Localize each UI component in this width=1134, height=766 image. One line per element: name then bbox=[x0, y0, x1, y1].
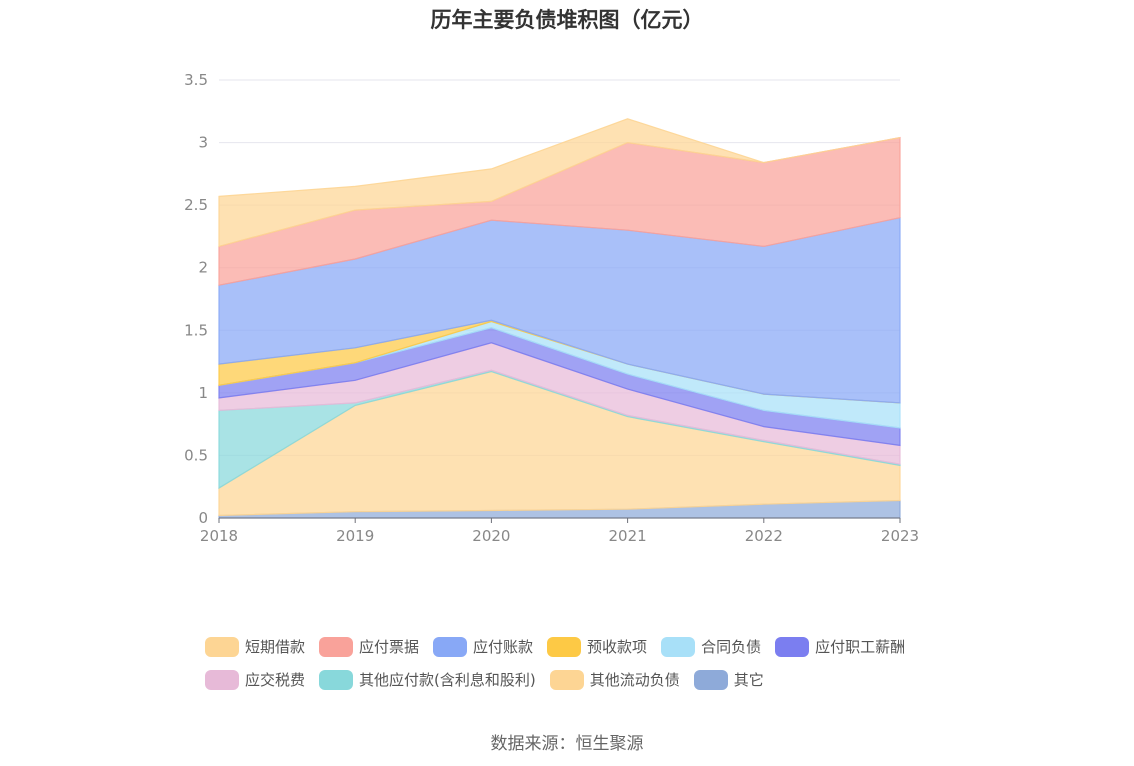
legend-item[interactable]: 应付账款 bbox=[433, 636, 533, 657]
legend-swatch bbox=[775, 636, 810, 657]
legend-label: 其它 bbox=[733, 671, 764, 689]
legend-item[interactable]: 其它 bbox=[693, 669, 764, 690]
legend-swatch bbox=[547, 636, 582, 657]
y-tick-label: 3.5 bbox=[184, 71, 208, 89]
legend-label: 预收款项 bbox=[587, 638, 648, 656]
area-series-group bbox=[218, 118, 901, 519]
stacked-area-chart: 0 0.5 1 1.5 2 2.5 3 3.5 2018 2019 2020 2021 2022 2023 bbox=[184, 71, 919, 545]
y-tick-label: 3 bbox=[198, 134, 208, 152]
chart-title: 历年主要负债堆积图（亿元） bbox=[430, 8, 704, 32]
legend-item[interactable]: 应付职工薪酬 bbox=[775, 636, 905, 657]
legend-swatch bbox=[661, 636, 696, 657]
x-tick-label: 2020 bbox=[472, 527, 510, 545]
legend-label: 应付职工薪酬 bbox=[815, 638, 906, 656]
legend-swatch bbox=[205, 636, 239, 657]
y-tick-label: 1 bbox=[198, 384, 208, 402]
legend-swatch bbox=[319, 636, 354, 657]
legend-swatch bbox=[433, 636, 468, 657]
y-tick-label: 2 bbox=[198, 259, 208, 277]
legend-item[interactable]: 短期借款 bbox=[205, 636, 305, 657]
chart-legend: 短期借款 应付票据 应付账款 预收款项 合同负债 应付职工薪酬应交税费 其他应付款(含利息和… bbox=[205, 630, 965, 696]
x-tick-label: 2022 bbox=[745, 527, 783, 545]
legend-item[interactable]: 合同负债 bbox=[661, 636, 761, 657]
legend-label: 应交税费 bbox=[245, 671, 306, 689]
legend-swatch bbox=[319, 669, 354, 690]
legend-swatch bbox=[205, 669, 239, 690]
x-tick-label: 2021 bbox=[609, 527, 647, 545]
y-tick-label: 0 bbox=[198, 509, 208, 527]
y-tick-label: 2.5 bbox=[184, 196, 208, 214]
x-tick-label: 2019 bbox=[336, 527, 374, 545]
legend-item[interactable]: 其他应付款(含利息和股利) bbox=[319, 669, 536, 690]
legend-label: 应付票据 bbox=[359, 638, 420, 656]
area-series-9[interactable] bbox=[218, 118, 901, 248]
legend-swatch bbox=[693, 669, 728, 690]
data-source-note: 数据来源：恒生聚源 bbox=[490, 734, 644, 754]
legend-item[interactable]: 其他流动负债 bbox=[549, 669, 680, 690]
legend-row: 应交税费 其他应付款(含利息和股利) 其他流动负债 其它 bbox=[205, 663, 965, 696]
legend-row: 短期借款 应付票据 应付账款 预收款项 合同负债 应付职工薪酬 bbox=[205, 630, 965, 663]
legend-label: 其他流动负债 bbox=[589, 671, 680, 689]
legend-item[interactable]: 应交税费 bbox=[205, 669, 305, 690]
legend-label: 短期借款 bbox=[245, 638, 306, 656]
axes: 0 0.5 1 1.5 2 2.5 3 3.5 2018 2019 2020 2021 2022 2023 bbox=[184, 71, 919, 545]
legend-label: 应付账款 bbox=[473, 638, 534, 656]
legend-item[interactable]: 应付票据 bbox=[319, 636, 419, 657]
x-tick-label: 2018 bbox=[200, 527, 238, 545]
x-tick-label: 2023 bbox=[881, 527, 919, 545]
legend-label: 其他应付款(含利息和股利) bbox=[359, 671, 536, 689]
legend-label: 合同负债 bbox=[701, 638, 762, 656]
y-tick-label: 0.5 bbox=[184, 446, 208, 464]
legend-item[interactable]: 预收款项 bbox=[547, 636, 647, 657]
legend-swatch bbox=[549, 669, 584, 690]
y-tick-label: 1.5 bbox=[184, 321, 208, 339]
